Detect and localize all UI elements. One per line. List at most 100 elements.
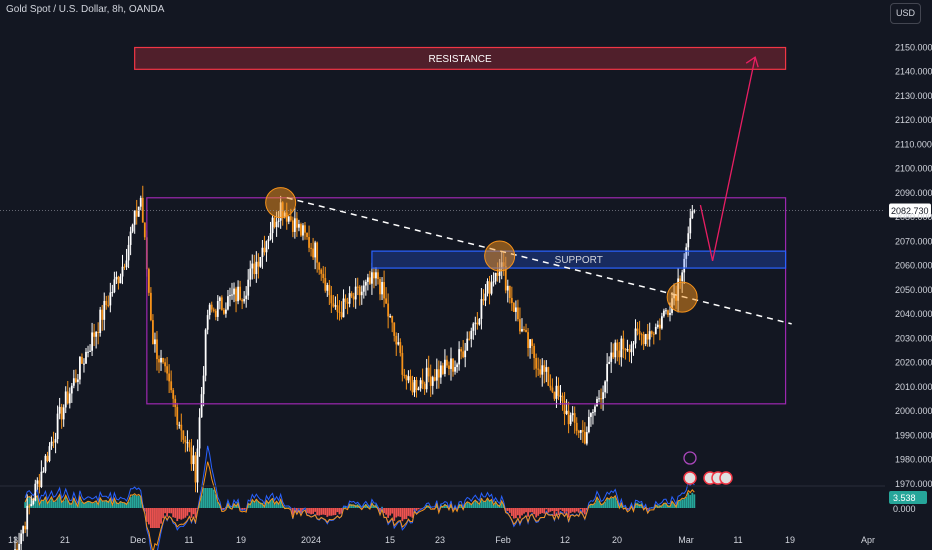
candle (508, 285, 511, 304)
candle-body (149, 292, 152, 321)
macd-histogram-bar (176, 508, 179, 522)
candle (249, 260, 252, 287)
candle (419, 377, 422, 392)
candle (115, 271, 118, 285)
candle-body (129, 231, 132, 245)
highlight-circle (666, 281, 698, 313)
candle (95, 330, 98, 349)
candle-body (594, 406, 596, 413)
macd-histogram-bar (48, 500, 51, 508)
candle-body (439, 365, 442, 378)
last-price-label: 2082.730 (891, 206, 929, 216)
candle (506, 279, 509, 303)
candle-body (182, 430, 185, 440)
candle-body (646, 333, 649, 340)
macd-histogram-bar (285, 507, 288, 508)
macd-histogram-bar (46, 502, 49, 508)
projection-arrowhead (745, 56, 759, 68)
macd-histogram-bar (68, 502, 71, 508)
macd-histogram-bar (525, 508, 527, 513)
candle-body (198, 417, 201, 449)
candle-body (338, 311, 341, 313)
candle (604, 380, 607, 399)
candle-body (415, 379, 418, 391)
candle (606, 353, 609, 394)
macd-histogram-bar (194, 508, 197, 518)
candle (470, 327, 473, 348)
candle-body (44, 455, 47, 472)
candle (235, 286, 237, 313)
candle-body (450, 358, 452, 369)
candle-body (598, 398, 600, 400)
trendline (286, 197, 792, 325)
candle (192, 445, 195, 471)
x-tick-label: 23 (435, 535, 445, 545)
candle (433, 368, 436, 382)
candle (427, 355, 430, 383)
candle (642, 331, 645, 350)
candle-body (683, 258, 686, 273)
candle-body (539, 369, 542, 375)
candle-body (141, 197, 144, 223)
candle (549, 374, 552, 391)
macd-histogram-bar (569, 508, 572, 513)
candle (60, 403, 63, 429)
candle-body (531, 339, 534, 346)
candle (24, 521, 27, 533)
macd-histogram-bar (399, 508, 402, 517)
candle-body (624, 349, 627, 351)
candle (577, 429, 580, 438)
projection-path (699, 57, 756, 261)
annotations: RESISTANCE SUPPORT 2082.730 (0, 46, 931, 485)
candle-body (565, 410, 568, 414)
macd-histogram-bar (326, 508, 329, 517)
candle-body (156, 339, 158, 360)
macd-histogram-bar (206, 488, 209, 508)
candle-body (216, 301, 219, 317)
candle (364, 279, 367, 296)
candle (18, 532, 20, 550)
candle-body (533, 345, 536, 358)
candle-body (559, 395, 562, 397)
candle (259, 256, 262, 268)
candle (389, 313, 392, 319)
candle-body (330, 295, 333, 304)
macd-histogram-bar (431, 508, 434, 509)
macd-histogram-bar (409, 508, 412, 517)
candle-body (304, 225, 306, 233)
candle (553, 391, 556, 401)
candle (354, 278, 357, 309)
candle (543, 360, 546, 384)
candle-body (91, 332, 93, 351)
macd-histogram-bar (581, 508, 584, 513)
candle-body (583, 431, 586, 444)
candle (87, 345, 89, 358)
y-tick-label: 2070.000 (895, 236, 932, 246)
candle-body (174, 398, 177, 408)
candle-body (409, 376, 412, 383)
candle (164, 358, 166, 373)
candle-body (389, 315, 392, 317)
currency-button[interactable]: USD (890, 3, 921, 24)
candle-body (259, 257, 262, 267)
macd-histogram-bar (324, 508, 327, 516)
candle (622, 330, 625, 359)
macd-histogram-bar (614, 497, 617, 508)
candle-body (541, 365, 544, 375)
candle-body (180, 424, 183, 431)
candle (314, 240, 317, 270)
candle-body (200, 394, 203, 418)
macd-histogram-bar (287, 507, 290, 508)
candles (14, 185, 696, 550)
candle-body (454, 367, 456, 372)
candle (539, 359, 542, 378)
candle-body (393, 322, 396, 336)
macd-histogram-bar (636, 502, 639, 508)
macd-histogram-bar (139, 496, 142, 508)
candle (537, 357, 540, 376)
candle-body (50, 441, 53, 447)
macd-histogram-bar (259, 502, 262, 508)
candle-body (368, 277, 371, 284)
